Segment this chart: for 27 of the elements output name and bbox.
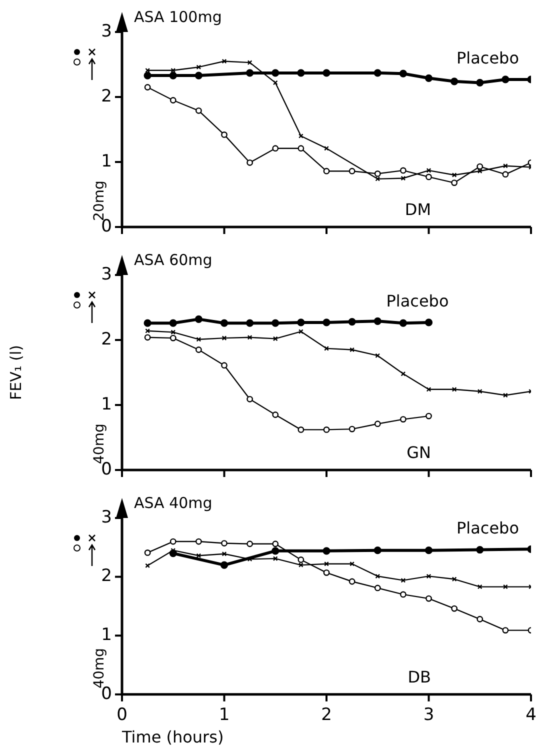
series-label: Placebo (456, 48, 519, 68)
x-tick-label: 3 (423, 705, 434, 726)
y-tick-label: 1 (101, 625, 112, 646)
x-tick-label: 0 (116, 705, 128, 726)
annotation: DM (404, 200, 431, 220)
y-tick-label: 1 (101, 394, 112, 414)
annotation: GN (406, 443, 431, 462)
y-tick-label: 2 (101, 329, 112, 350)
x-tick-label: 4 (526, 705, 536, 726)
text: ASA 40mg (134, 494, 212, 512)
y-tick-label: 3 (101, 507, 112, 528)
x-tick-label: 1 (218, 705, 230, 726)
series-label: Placebo (386, 292, 449, 311)
y-axis-title: FEV₁ (l) (6, 344, 25, 400)
text: ASA 100mg (134, 8, 222, 26)
y-tick-label: 0 (101, 684, 112, 704)
text: ASA 60mg (134, 250, 212, 269)
x-tick-label: 2 (321, 705, 332, 726)
x-axis-title: Time (hours) (121, 728, 224, 747)
y-tick-label: 2 (101, 566, 112, 586)
y-tick-label: 3 (101, 264, 112, 284)
y-tick-label: 2 (101, 86, 112, 106)
y-tick-label: 1 (101, 151, 112, 172)
series-label: Placebo (456, 518, 519, 538)
annotation: DB (408, 668, 431, 687)
y-tick-label: 3 (101, 21, 112, 42)
y-tick-label: 0 (101, 459, 112, 480)
